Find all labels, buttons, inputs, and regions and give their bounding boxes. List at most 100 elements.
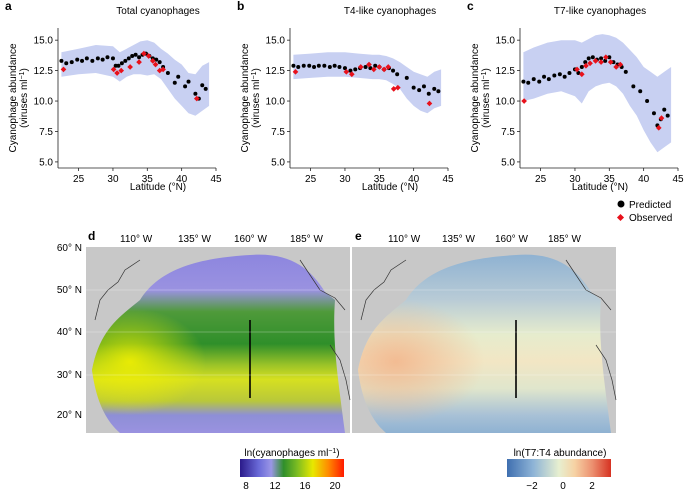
colorbar-d-tick: 12 (269, 481, 281, 492)
x-tick-label: 40 (638, 174, 650, 185)
colorbar-e-label: ln(T7:T4 abundance) (514, 448, 607, 459)
panel-d-label: d (88, 229, 95, 243)
y-tick-label: 10.0 (266, 97, 286, 108)
panel-e-label: e (355, 229, 362, 243)
colorbar-d-tick: 20 (329, 481, 341, 492)
predicted-point (126, 56, 131, 61)
panel-c-xlabel: Latitude (°N) (572, 182, 628, 193)
predicted-point (307, 63, 312, 68)
predicted-point (557, 72, 562, 77)
predicted-point (130, 54, 135, 58)
lat-label: 20° N (57, 410, 82, 421)
predicted-point (133, 52, 138, 57)
x-tick-label: 25 (535, 174, 547, 185)
predicted-point (363, 64, 368, 69)
predicted-point (59, 58, 64, 63)
predicted-point (395, 72, 400, 77)
predicted-point (579, 64, 584, 69)
predicted-point (123, 58, 128, 63)
map-e (352, 247, 617, 433)
map-e-gridlines (352, 289, 616, 376)
colorbar-d-tick: 16 (299, 481, 311, 492)
panel-a-xlabel: Latitude (°N) (130, 182, 186, 193)
predicted-point (157, 60, 162, 65)
predicted-point (586, 56, 591, 61)
predicted-point (526, 80, 531, 85)
lon-label: 160° W (234, 234, 267, 245)
lat-label: 30° N (57, 370, 82, 381)
lat-label: 40° N (57, 327, 82, 338)
predicted-point (193, 91, 198, 96)
predicted-point (119, 61, 124, 66)
predicted-point (421, 84, 426, 89)
panel-b-xlabel: Latitude (°N) (362, 182, 418, 193)
prediction-band (61, 40, 210, 116)
prediction-band (293, 52, 442, 114)
predicted-point (301, 63, 306, 68)
x-tick-label: 45 (442, 174, 454, 185)
predicted-point (373, 63, 378, 68)
predicted-point (296, 64, 301, 69)
x-tick-label: 40 (176, 174, 188, 185)
x-tick-label: 35 (374, 174, 386, 185)
panel-b-ylabel: Cyanophage abundance (240, 43, 251, 152)
colorbar-d: ln(cyanophages ml−1) 8 12 16 20 (240, 448, 344, 492)
x-tick-label: 30 (339, 174, 351, 185)
predicted-point (337, 64, 342, 69)
y-tick-label: 15.0 (266, 36, 286, 47)
legend-predicted-marker (617, 200, 625, 208)
panel-b-title: T4-like cyanophages (344, 6, 436, 17)
observed-point (193, 95, 200, 102)
predicted-point (426, 91, 431, 96)
predicted-point (542, 74, 547, 79)
lon-label: 110° W (120, 234, 153, 245)
panel-a-ylabel-units: (viruses ml−1) (19, 68, 31, 128)
predicted-point (322, 63, 327, 68)
predicted-point (521, 79, 526, 84)
panel-b-ylabel-units: (viruses ml−1) (251, 68, 263, 128)
y-tick-label: 5.0 (271, 157, 285, 168)
legend: Predicted Observed (616, 200, 672, 224)
predicted-point (291, 63, 296, 68)
panel-a-ylabel: Cyanophage abundance (8, 43, 19, 152)
map-d-gridlines (86, 289, 350, 376)
predicted-point (552, 73, 557, 78)
panel-c-label: c (467, 0, 474, 13)
predicted-point (116, 63, 121, 68)
panel-d: d 110° W 135° W 160° W 185° W 60° N 50° … (57, 229, 351, 433)
map-d-hotspot (92, 254, 345, 433)
x-tick-label: 40 (408, 174, 420, 185)
panel-b: b T4-like cyanophages 25 30 35 40 45 5.0 7.5 10… (237, 0, 454, 193)
y-tick-label: 12.5 (34, 66, 54, 77)
predicted-point (80, 58, 85, 63)
predicted-point (638, 89, 643, 94)
predicted-point (546, 77, 551, 82)
predicted-point (603, 58, 608, 63)
predicted-point (342, 66, 347, 71)
predicted-point (183, 84, 188, 89)
predicted-point (90, 58, 95, 63)
panel-c: c T7-like cyanophages 25 30 35 40 45 5.0 7.5 10… (467, 0, 684, 193)
observed-point (390, 86, 397, 92)
legend-observed-marker (616, 213, 625, 222)
y-tick-label: 7.5 (39, 127, 53, 138)
prediction-band (523, 34, 672, 153)
x-tick-label: 30 (569, 174, 581, 185)
predicted-point (537, 79, 542, 84)
panel-b-label: b (237, 0, 244, 13)
map-d-lat-labels: 60° N 50° N 40° N 30° N 20° N (57, 243, 82, 421)
y-tick-label: 15.0 (34, 36, 54, 47)
colorbar-e-tick: 2 (589, 481, 595, 492)
predicted-point (404, 75, 409, 80)
predicted-point (172, 80, 177, 85)
predicted-point (411, 85, 416, 90)
map-d-lon-labels: 110° W 135° W 160° W 185° W (120, 234, 323, 245)
map-e-lon-labels: 110° W 135° W 160° W 185° W (388, 234, 581, 245)
predicted-point (662, 107, 667, 112)
lon-label: 135° W (178, 234, 211, 245)
observed-point (141, 50, 147, 57)
predicted-point (95, 56, 100, 61)
y-tick-label: 5.0 (501, 157, 515, 168)
observed-point (145, 53, 152, 59)
predicted-point (69, 60, 74, 65)
